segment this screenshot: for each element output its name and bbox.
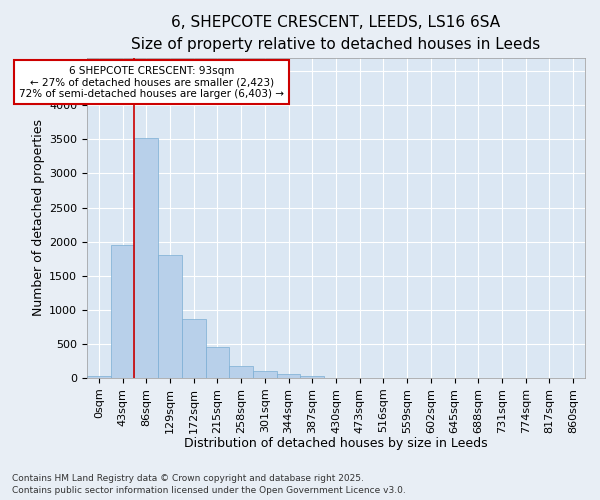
Text: Contains HM Land Registry data © Crown copyright and database right 2025.
Contai: Contains HM Land Registry data © Crown c… xyxy=(12,474,406,495)
Bar xyxy=(158,256,182,378)
Bar xyxy=(134,138,158,378)
Title: 6, SHEPCOTE CRESCENT, LEEDS, LS16 6SA
Size of property relative to detached hous: 6, SHEPCOTE CRESCENT, LEEDS, LS16 6SA Si… xyxy=(131,15,541,52)
Bar xyxy=(253,371,277,378)
Bar xyxy=(206,348,229,378)
Bar xyxy=(111,245,134,378)
Y-axis label: Number of detached properties: Number of detached properties xyxy=(32,120,45,316)
Bar xyxy=(87,376,111,378)
X-axis label: Distribution of detached houses by size in Leeds: Distribution of detached houses by size … xyxy=(184,437,488,450)
Bar xyxy=(229,366,253,378)
Bar xyxy=(277,374,301,378)
Bar xyxy=(301,376,324,378)
Bar xyxy=(182,320,206,378)
Text: 6 SHEPCOTE CRESCENT: 93sqm
← 27% of detached houses are smaller (2,423)
72% of s: 6 SHEPCOTE CRESCENT: 93sqm ← 27% of deta… xyxy=(19,66,284,98)
